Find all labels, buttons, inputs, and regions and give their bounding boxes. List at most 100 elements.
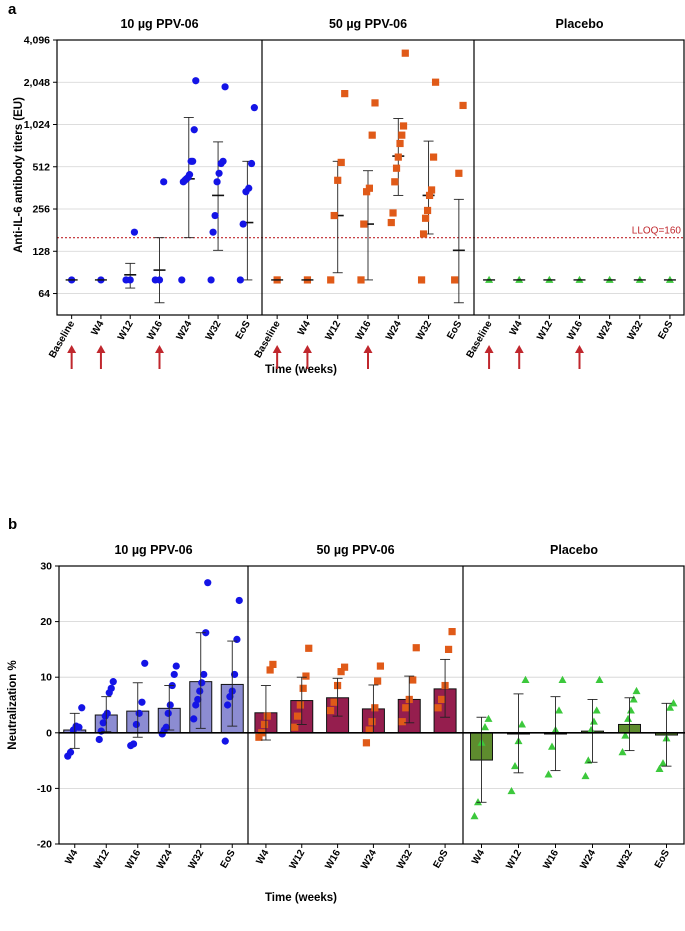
a-data-point — [211, 211, 219, 220]
b-data-point — [368, 718, 376, 726]
a-group-title: 50 µg PPV-06 — [329, 17, 407, 31]
a-data-point — [327, 276, 335, 284]
b-data-point — [141, 659, 149, 667]
b-data-point — [107, 684, 115, 692]
a-data-point — [215, 169, 223, 177]
b-ytick-label: 20 — [40, 616, 52, 628]
a-xtick-label: W24 — [175, 319, 195, 343]
b-data-point — [544, 770, 553, 778]
b-data-point — [365, 726, 373, 734]
b-data-point — [95, 735, 103, 744]
b-data-point — [340, 663, 349, 671]
b-data-point — [302, 672, 310, 680]
panel-a-label: a — [8, 1, 17, 18]
a-data-point — [431, 78, 440, 86]
a-dosing-arrow-head — [514, 345, 524, 353]
a-xtick-label: W16 — [354, 319, 374, 343]
a-data-point — [239, 220, 247, 228]
a-data-point — [207, 276, 215, 284]
a-data-point — [451, 276, 459, 284]
b-xtick-label: W24 — [155, 848, 175, 872]
a-data-point — [371, 99, 379, 107]
a-data-point — [190, 126, 198, 134]
b-data-point — [326, 706, 335, 715]
a-data-point — [189, 157, 197, 165]
b-data-point — [255, 733, 263, 741]
b-xtick-label: EoS — [653, 848, 672, 871]
a-data-point — [126, 276, 134, 284]
b-data-point — [558, 675, 567, 683]
a-data-point — [155, 276, 164, 284]
b-group-title: 50 µg PPV-06 — [316, 543, 394, 557]
a-data-point — [396, 139, 404, 148]
a-ytick-label: 2,048 — [24, 77, 50, 89]
a-xtick-label: W16 — [565, 319, 585, 343]
b-data-point — [362, 739, 371, 747]
b-data-point — [226, 693, 234, 701]
a-xtick-label: EoS — [656, 319, 675, 342]
b-data-point — [626, 706, 635, 714]
b-xtick-label: W32 — [187, 848, 207, 872]
b-data-point — [518, 720, 526, 728]
a-data-point — [247, 159, 256, 168]
b-data-point — [296, 701, 304, 709]
panel-a-plot: 64 128 256 512 1,024 2,048 4,096 LLOQ=160 10 µg … — [24, 17, 685, 369]
b-data-point — [595, 675, 604, 683]
b-data-point — [521, 675, 530, 683]
b-xtick-label: EoS — [219, 848, 238, 871]
b-data-point — [511, 761, 519, 770]
b-data-point — [293, 712, 302, 720]
b-data-point — [192, 701, 200, 709]
a-data-point — [398, 131, 406, 139]
a-data-point — [209, 228, 217, 236]
a-data-point — [213, 178, 221, 186]
a-data-point — [421, 214, 430, 222]
b-data-point — [584, 756, 593, 764]
b-xtick-label: W24 — [578, 848, 598, 872]
b-data-point — [589, 717, 598, 725]
a-group-title: Placebo — [556, 17, 604, 31]
b-data-point — [75, 723, 83, 731]
a-xtick-label: Baseline — [47, 319, 77, 361]
b-ytick-label: -10 — [37, 783, 52, 795]
b-xtick-label: W12 — [504, 848, 524, 872]
b-data-point — [669, 699, 678, 707]
b-data-point — [299, 684, 307, 692]
a-xtick-label: W4 — [508, 319, 525, 338]
a-data-point — [185, 171, 194, 179]
a-xtick-label: W24 — [384, 319, 404, 343]
b-data-point — [621, 731, 630, 739]
b-data-point — [78, 704, 86, 712]
b-data-point — [109, 678, 117, 686]
b-data-point — [507, 786, 516, 795]
b-data-point — [666, 703, 674, 711]
b-data-point — [398, 718, 406, 726]
b-data-point — [196, 687, 204, 695]
a-data-point — [391, 178, 399, 186]
b-data-point — [659, 759, 667, 767]
b-data-point — [204, 579, 212, 587]
b-xtick-label: W24 — [359, 848, 379, 872]
b-data-point — [448, 628, 456, 636]
a-ytick-label: 512 — [32, 161, 50, 173]
b-data-point — [198, 679, 206, 687]
a-dosing-arrow-head — [575, 345, 584, 353]
b-data-point — [166, 701, 174, 709]
a-xtick-label: W32 — [204, 319, 224, 343]
a-ytick-label: 4,096 — [24, 35, 50, 47]
b-data-point — [581, 771, 590, 780]
a-data-point — [387, 218, 395, 227]
a-data-point — [423, 206, 432, 215]
a-dosing-arrow-head — [302, 345, 312, 353]
a-data-point — [250, 104, 258, 112]
b-data-point — [235, 596, 243, 605]
b-xtick-label: W16 — [323, 848, 343, 872]
a-data-point — [192, 77, 200, 85]
b-data-point — [481, 723, 489, 731]
a-dosing-arrow-head — [363, 345, 373, 353]
panel-b-label: b — [8, 516, 17, 533]
b-data-point — [548, 742, 556, 750]
a-xtick-label: W16 — [145, 319, 165, 343]
b-xtick-label: EoS — [431, 848, 450, 871]
b-plot-frame — [58, 565, 685, 845]
